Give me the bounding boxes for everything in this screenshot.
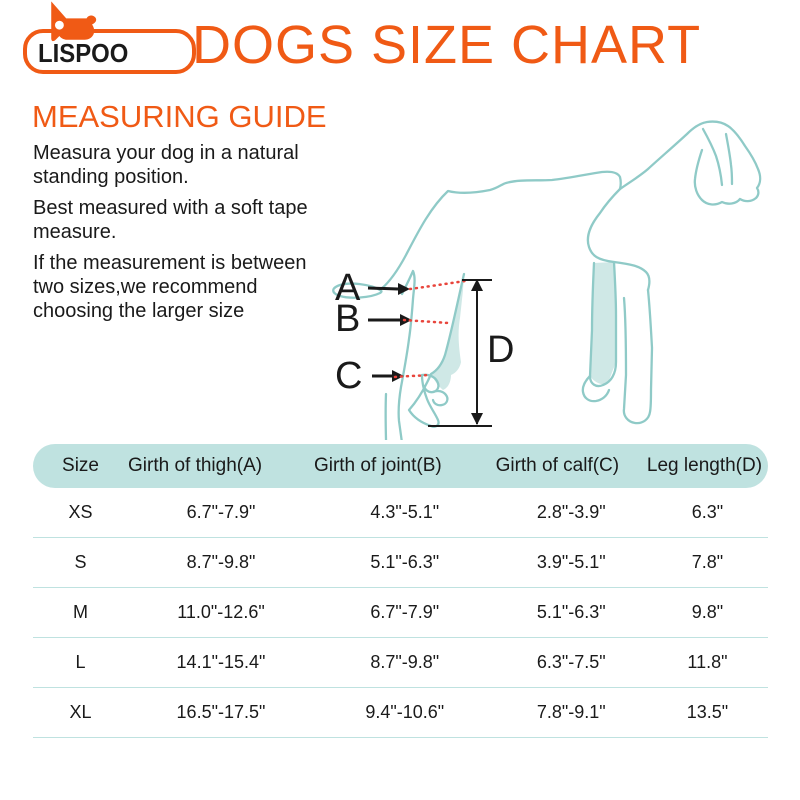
svg-text:B: B — [335, 298, 360, 340]
svg-text:D: D — [487, 329, 514, 371]
svg-text:C: C — [335, 355, 362, 397]
